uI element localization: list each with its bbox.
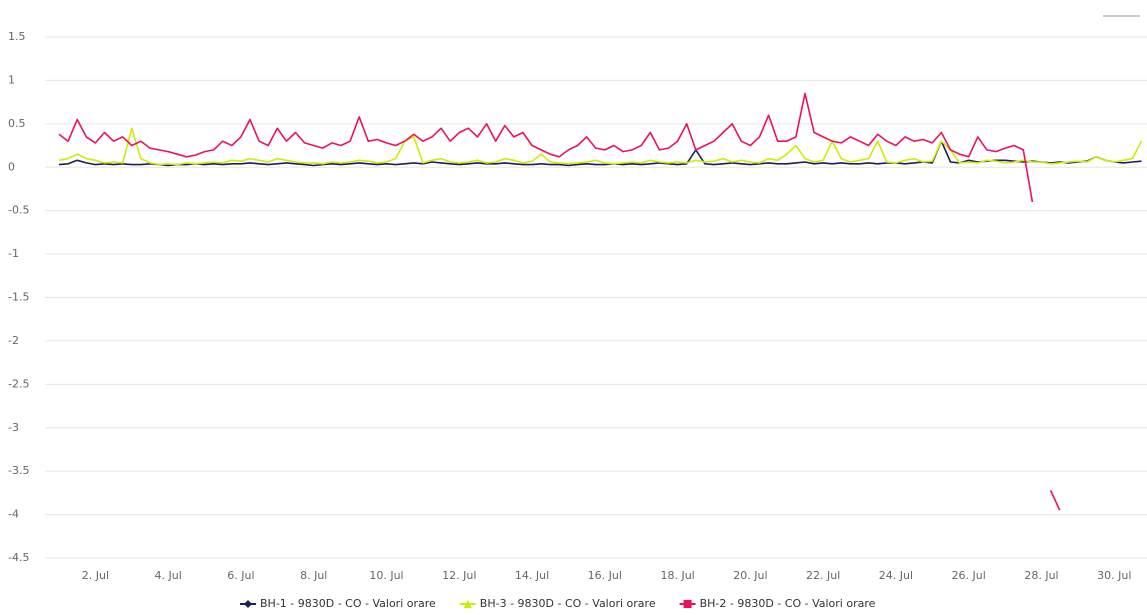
y-tick-label: -4: [8, 508, 19, 521]
series-line: [58, 127, 1143, 166]
x-tick-label: 26. Jul: [952, 569, 986, 582]
legend-item: BH-1 - 9830D - CO - Valori orare: [240, 597, 436, 610]
legend-symbol: [463, 600, 472, 608]
y-tick-label: -2.5: [8, 377, 29, 390]
y-tick-label: -4.5: [8, 551, 29, 564]
y-tick-label: 0.5: [8, 117, 26, 130]
legend-label: BH-1 - 9830D - CO - Valori orare: [260, 597, 436, 610]
legend-item: BH-3 - 9830D - CO - Valori orare: [459, 597, 656, 610]
y-tick-label: 0: [8, 160, 15, 173]
x-tick-label: 4. Jul: [155, 569, 182, 582]
y-tick-label: -0.5: [8, 204, 29, 217]
legend-item: BH-2 - 9830D - CO - Valori orare: [679, 597, 876, 610]
x-tick-label: 18. Jul: [660, 569, 694, 582]
x-tick-label: 2. Jul: [82, 569, 109, 582]
legend-label: BH-3 - 9830D - CO - Valori orare: [480, 597, 656, 610]
x-tick-label: 30. Jul: [1097, 569, 1131, 582]
y-tick-label: -1.5: [8, 291, 29, 304]
legend-label: BH-2 - 9830D - CO - Valori orare: [700, 597, 876, 610]
y-tick-label: -1: [8, 247, 19, 260]
x-tick-label: 22. Jul: [806, 569, 840, 582]
legend-symbol: [244, 600, 252, 608]
x-tick-label: 10. Jul: [369, 569, 403, 582]
x-tick-label: 8. Jul: [300, 569, 327, 582]
legend: BH-1 - 9830D - CO - Valori orare BH-3 - 9…: [240, 597, 876, 610]
x-tick-label: 6. Jul: [227, 569, 254, 582]
y-tick-label: -3: [8, 421, 19, 434]
y-tick-label: 1.5: [8, 30, 26, 43]
y-tick-label: 1: [8, 73, 15, 86]
x-tick-label: 28. Jul: [1024, 569, 1058, 582]
x-tick-label: 12. Jul: [442, 569, 476, 582]
x-tick-label: 14. Jul: [515, 569, 549, 582]
legend-symbol: [683, 600, 692, 608]
series-line: [58, 92, 1061, 511]
x-tick-label: 24. Jul: [879, 569, 913, 582]
x-tick-label: 20. Jul: [733, 569, 767, 582]
y-tick-label: -3.5: [8, 464, 29, 477]
y-tick-label: -2: [8, 334, 19, 347]
x-tick-label: 16. Jul: [588, 569, 622, 582]
